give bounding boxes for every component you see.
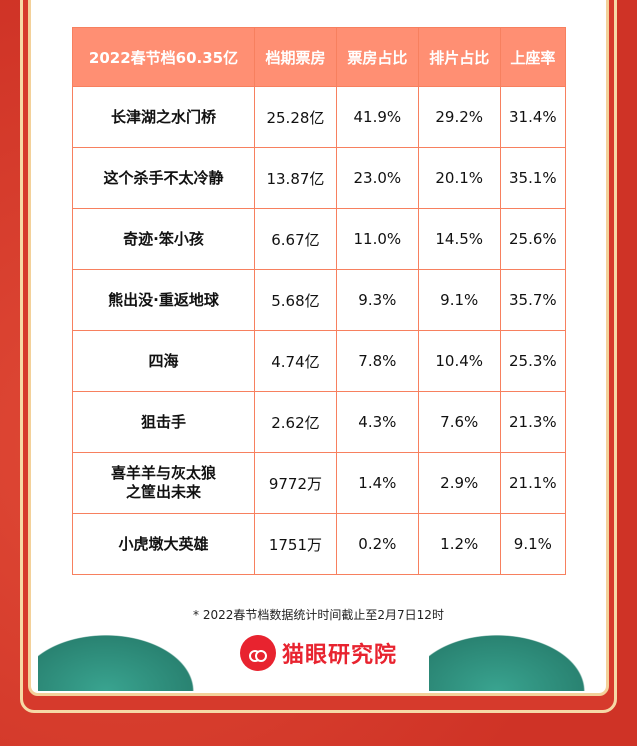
- table-cell: 9.1%: [499, 513, 567, 575]
- film-title: 喜羊羊与灰太狼 之筐出未来: [72, 452, 255, 514]
- table-cell: 31.4%: [499, 86, 567, 148]
- column-header: 票房占比: [335, 27, 419, 87]
- table-cell: 25.3%: [499, 330, 567, 392]
- table-cell: 7.6%: [417, 391, 501, 453]
- table-cell: 1751万: [254, 513, 337, 575]
- film-title: 这个杀手不太冷静: [72, 147, 255, 209]
- film-title: 小虎墩大英雄: [72, 513, 255, 575]
- table-cell: 10.4%: [417, 330, 501, 392]
- table-cell: 35.1%: [499, 147, 567, 209]
- table-cell: 4.3%: [335, 391, 419, 453]
- cat-face-icon: [240, 635, 276, 671]
- table-cell: 9772万: [254, 452, 337, 514]
- table-cell: 6.67亿: [254, 208, 337, 270]
- film-title: 长津湖之水门桥: [72, 86, 255, 148]
- table-cell: 7.8%: [335, 330, 419, 392]
- table-cell: 11.0%: [335, 208, 419, 270]
- tree-decoration-right: [429, 626, 599, 691]
- tree-decoration-left: [38, 626, 208, 691]
- table-row: 奇迹·笨小孩 6.67亿 11.0% 14.5% 25.6%: [72, 208, 567, 270]
- film-title: 四海: [72, 330, 255, 392]
- film-title: 熊出没·重返地球: [72, 269, 255, 331]
- film-title: 狙击手: [72, 391, 255, 453]
- table-cell: 25.28亿: [254, 86, 337, 148]
- table-cell: 1.4%: [335, 452, 419, 514]
- table-cell: 4.74亿: [254, 330, 337, 392]
- table-cell: 29.2%: [417, 86, 501, 148]
- table-cell: 9.3%: [335, 269, 419, 331]
- table-cell: 23.0%: [335, 147, 419, 209]
- table-cell: 1.2%: [417, 513, 501, 575]
- table-cell: 2.62亿: [254, 391, 337, 453]
- table-row: 小虎墩大英雄 1751万 0.2% 1.2% 9.1%: [72, 513, 567, 575]
- table-row: 喜羊羊与灰太狼 之筐出未来 9772万 1.4% 2.9% 21.1%: [72, 452, 567, 514]
- table-cell: 9.1%: [417, 269, 501, 331]
- table-cell: 5.68亿: [254, 269, 337, 331]
- table-cell: 25.6%: [499, 208, 567, 270]
- column-header: 档期票房: [254, 27, 337, 87]
- maoyan-logo: 猫眼研究院: [240, 635, 397, 671]
- table-cell: 21.3%: [499, 391, 567, 453]
- column-header: 2022春节档60.35亿: [72, 27, 255, 87]
- table-row: 长津湖之水门桥 25.28亿 41.9% 29.2% 31.4%: [72, 86, 567, 148]
- table-row: 狙击手 2.62亿 4.3% 7.6% 21.3%: [72, 391, 567, 453]
- table-cell: 0.2%: [335, 513, 419, 575]
- table-cell: 13.87亿: [254, 147, 337, 209]
- table-row: 四海 4.74亿 7.8% 10.4% 25.3%: [72, 330, 567, 392]
- column-header: 上座率: [499, 27, 567, 87]
- table-cell: 20.1%: [417, 147, 501, 209]
- table-cell: 14.5%: [417, 208, 501, 270]
- table-cell: 2.9%: [417, 452, 501, 514]
- table-cell: 35.7%: [499, 269, 567, 331]
- table-row: 这个杀手不太冷静 13.87亿 23.0% 20.1% 35.1%: [72, 147, 567, 209]
- box-office-table: 2022春节档60.35亿 档期票房 票房占比 排片占比 上座率 长津湖之水门桥 25.2…: [72, 27, 567, 575]
- film-title: 奇迹·笨小孩: [72, 208, 255, 270]
- table-cell: 41.9%: [335, 86, 419, 148]
- footnote: * 2022春节档数据统计时间截止至2月7日12时: [193, 608, 444, 622]
- table-header-row: 2022春节档60.35亿 档期票房 票房占比 排片占比 上座率: [72, 27, 567, 87]
- logo-text: 猫眼研究院: [282, 643, 398, 668]
- table-row: 熊出没·重返地球 5.68亿 9.3% 9.1% 35.7%: [72, 269, 567, 331]
- table-cell: 21.1%: [499, 452, 567, 514]
- column-header: 排片占比: [417, 27, 501, 87]
